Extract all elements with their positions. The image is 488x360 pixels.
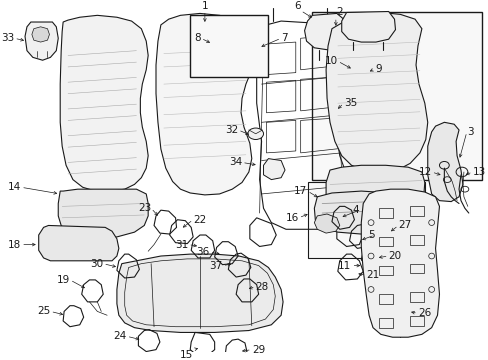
Bar bbox=[307, 181, 424, 258]
Text: 13: 13 bbox=[472, 167, 485, 177]
Text: 2: 2 bbox=[335, 7, 342, 17]
Polygon shape bbox=[314, 214, 339, 233]
Bar bbox=[312, 13, 482, 180]
Text: 24: 24 bbox=[113, 331, 126, 341]
Text: 31: 31 bbox=[175, 239, 188, 249]
Text: 3: 3 bbox=[466, 127, 472, 137]
Text: 9: 9 bbox=[374, 64, 381, 74]
Text: 4: 4 bbox=[352, 205, 359, 215]
Text: 28: 28 bbox=[255, 282, 268, 292]
Text: 7: 7 bbox=[281, 33, 287, 43]
Bar bbox=[190, 15, 268, 77]
Polygon shape bbox=[361, 189, 439, 337]
Text: 23: 23 bbox=[138, 203, 151, 213]
Polygon shape bbox=[263, 159, 285, 180]
Ellipse shape bbox=[210, 32, 238, 51]
Polygon shape bbox=[25, 22, 58, 60]
Polygon shape bbox=[60, 15, 148, 191]
Polygon shape bbox=[58, 189, 148, 239]
Text: 12: 12 bbox=[418, 167, 431, 177]
Text: 20: 20 bbox=[388, 251, 401, 261]
Text: 18: 18 bbox=[8, 239, 21, 249]
Polygon shape bbox=[325, 13, 427, 172]
Text: 17: 17 bbox=[294, 186, 307, 196]
Polygon shape bbox=[39, 225, 119, 261]
Text: 36: 36 bbox=[196, 247, 209, 257]
Text: 11: 11 bbox=[338, 261, 351, 271]
Text: 26: 26 bbox=[417, 308, 430, 318]
Polygon shape bbox=[314, 191, 407, 234]
Text: 35: 35 bbox=[343, 98, 356, 108]
Polygon shape bbox=[325, 165, 424, 216]
Polygon shape bbox=[201, 38, 216, 54]
Text: 14: 14 bbox=[8, 182, 21, 192]
Ellipse shape bbox=[328, 103, 340, 113]
Ellipse shape bbox=[247, 128, 263, 139]
Text: 37: 37 bbox=[209, 261, 222, 271]
Text: 32: 32 bbox=[224, 125, 238, 135]
Text: 30: 30 bbox=[90, 259, 103, 269]
Polygon shape bbox=[304, 13, 346, 50]
Text: 19: 19 bbox=[57, 275, 70, 285]
Text: 1: 1 bbox=[201, 1, 208, 10]
Polygon shape bbox=[427, 122, 462, 202]
Text: 22: 22 bbox=[193, 215, 206, 225]
Text: 8: 8 bbox=[194, 33, 201, 43]
Polygon shape bbox=[156, 13, 253, 195]
Text: 15: 15 bbox=[180, 350, 193, 360]
Text: 10: 10 bbox=[324, 56, 337, 66]
Text: 6: 6 bbox=[293, 1, 300, 10]
Text: 16: 16 bbox=[285, 213, 298, 223]
Text: 33: 33 bbox=[1, 33, 14, 43]
Polygon shape bbox=[117, 254, 283, 332]
Text: 21: 21 bbox=[366, 270, 379, 280]
Polygon shape bbox=[32, 27, 49, 42]
Text: 25: 25 bbox=[37, 306, 50, 316]
Polygon shape bbox=[341, 12, 395, 42]
Text: 29: 29 bbox=[251, 345, 264, 355]
Text: 34: 34 bbox=[228, 157, 242, 167]
Text: 27: 27 bbox=[398, 220, 411, 230]
Text: 5: 5 bbox=[367, 230, 374, 240]
